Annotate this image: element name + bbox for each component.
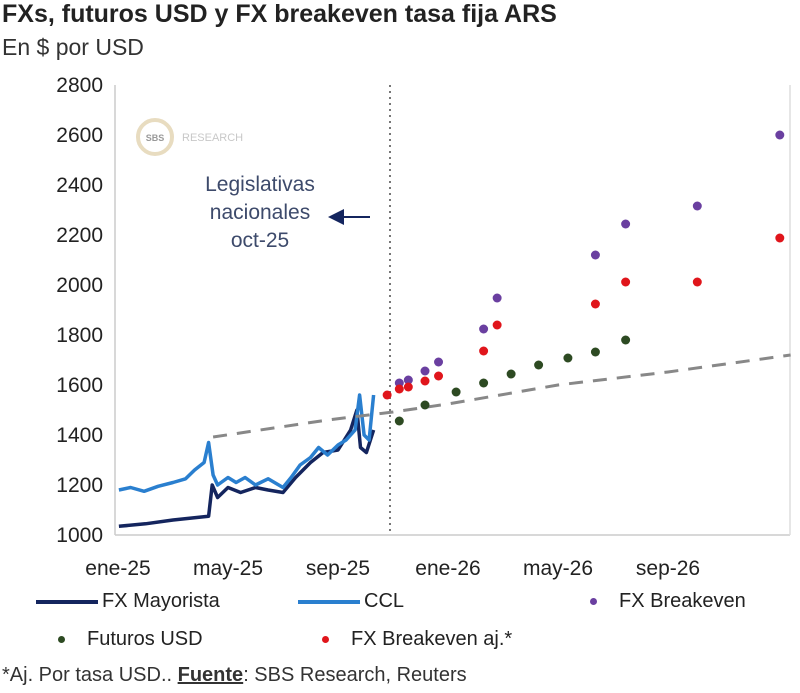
annotation-arrow-icon: [328, 209, 344, 225]
data-point-fx-breakeven: [420, 366, 430, 376]
footnote: *Aj. Por tasa USD.. Fuente: SBS Research…: [2, 664, 467, 687]
watermark-text: RESEARCH: [182, 132, 243, 144]
watermark-text: SBS: [146, 133, 165, 143]
legend-fx-breakeven: FX Breakeven: [590, 590, 746, 613]
data-point-futuros-usd: [479, 378, 489, 388]
legend-label: FX Breakeven: [619, 590, 746, 612]
data-point-fx-breakeven-aj-: [590, 299, 600, 309]
series-line-ccl: [118, 393, 376, 494]
data-point-fx-breakeven-aj-: [479, 346, 489, 356]
y-tick-label: 2800: [56, 74, 103, 97]
legend-futuros: Futuros USD: [58, 628, 203, 651]
chart-subtitle: En $ por USD: [2, 34, 144, 60]
data-point-futuros-usd: [621, 335, 631, 345]
data-point-fx-breakeven: [403, 375, 413, 385]
x-tick-label: ene-25: [85, 557, 150, 580]
footnote-source: : SBS Research, Reuters: [243, 664, 467, 686]
legend-label: FX Mayorista: [102, 590, 220, 612]
data-point-fx-breakeven: [479, 324, 489, 334]
legend-dot-swatch: [590, 598, 597, 605]
data-point-fx-breakeven-aj-: [382, 390, 392, 400]
data-point-fx-breakeven-aj-: [621, 277, 631, 287]
legend-dot-swatch: [58, 636, 65, 643]
legend-fx-breakeven-aj: FX Breakeven aj.*: [322, 628, 512, 651]
y-tick-label: 2000: [56, 274, 103, 297]
data-point-futuros-usd: [563, 353, 573, 363]
series-line-fx-mayorista: [118, 408, 376, 529]
y-tick-label: 1600: [56, 374, 103, 397]
y-tick-label: 1200: [56, 474, 103, 497]
data-point-fx-breakeven: [590, 250, 600, 260]
y-tick-label: 2400: [56, 174, 103, 197]
legend-label: CCL: [364, 590, 405, 612]
data-point-futuros-usd: [534, 360, 544, 370]
y-tick-label: 2600: [56, 124, 103, 147]
trend-dashed-line: [212, 353, 791, 439]
legend-line-swatch: [36, 599, 98, 604]
data-point-futuros-usd: [590, 347, 600, 357]
annotation-text: nacionales: [210, 201, 310, 224]
footnote-source-label: Fuente: [177, 664, 244, 686]
legend-label: FX Breakeven aj.*: [351, 628, 513, 650]
annotation-text: Legislativas: [205, 173, 315, 196]
legend-line-swatch: [298, 599, 360, 604]
data-point-fx-breakeven-aj-: [434, 371, 444, 381]
legend-dot-swatch: [322, 636, 329, 643]
data-point-fx-breakeven-aj-: [492, 320, 502, 330]
data-point-futuros-usd: [451, 387, 461, 397]
y-tick-label: 1400: [56, 424, 103, 447]
watermark-logo-icon: [136, 118, 174, 156]
chart-title: FXs, futuros USD y FX breakeven tasa fij…: [2, 0, 557, 28]
y-tick-label: 2200: [56, 224, 103, 247]
data-point-fx-breakeven-aj-: [403, 382, 413, 392]
data-point-fx-breakeven: [492, 293, 502, 303]
legend-label: Futuros USD: [87, 628, 203, 650]
data-point-fx-breakeven: [692, 201, 702, 211]
data-point-futuros-usd: [394, 416, 404, 426]
data-point-futuros-usd: [420, 400, 430, 410]
x-tick-label: may-26: [523, 557, 593, 580]
y-tick-label: 1000: [56, 524, 103, 547]
legend-ccl: CCL: [298, 590, 404, 613]
x-tick-label: sep-26: [636, 557, 700, 580]
data-point-fx-breakeven-aj-: [420, 376, 430, 386]
data-point-fx-breakeven: [434, 357, 444, 367]
legend-fx-mayorista: FX Mayorista: [36, 590, 220, 613]
x-tick-label: sep-25: [306, 557, 370, 580]
data-point-fx-breakeven: [621, 219, 631, 229]
annotation-text: oct-25: [231, 229, 289, 252]
x-tick-label: may-25: [193, 557, 263, 580]
footnote-prefix: *Aj. Por tasa USD..: [2, 664, 178, 686]
data-point-fx-breakeven-aj-: [394, 384, 404, 394]
data-point-fx-breakeven-aj-: [692, 277, 702, 287]
data-point-futuros-usd: [506, 369, 516, 379]
data-point-fx-breakeven-aj-: [775, 233, 785, 243]
data-point-fx-breakeven: [775, 130, 785, 140]
y-tick-label: 1800: [56, 324, 103, 347]
x-tick-label: ene-26: [415, 557, 480, 580]
